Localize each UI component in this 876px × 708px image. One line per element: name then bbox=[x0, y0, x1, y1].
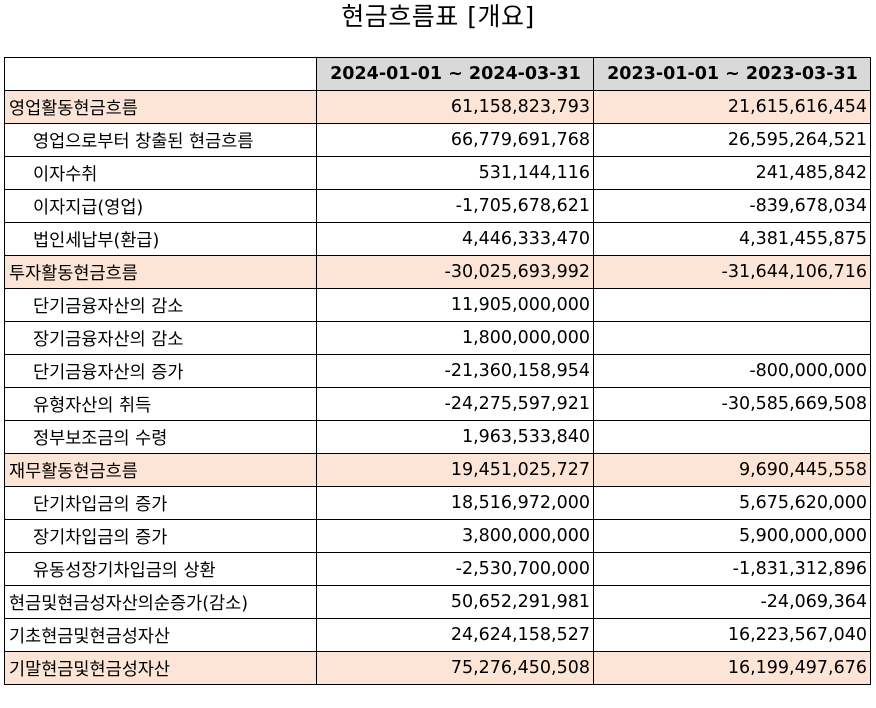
value-2024-q1: -24,275,597,921 bbox=[316, 387, 594, 421]
row-label: 재무활동현금흐름 bbox=[4, 453, 317, 487]
row-label: 이자지급(영업) bbox=[4, 189, 317, 223]
value-2023-q1: 16,199,497,676 bbox=[593, 651, 871, 685]
value-2024-q1: 11,905,000,000 bbox=[316, 288, 594, 322]
table-row: 투자활동현금흐름 -30,025,693,992 -31,644,106,716 bbox=[4, 255, 871, 289]
row-label: 기초현금및현금성자산 bbox=[4, 618, 317, 652]
value-2024-q1: 66,779,691,768 bbox=[316, 123, 594, 157]
row-label: 장기차입금의 증가 bbox=[4, 519, 317, 553]
value-2023-q1: 5,900,000,000 bbox=[593, 519, 871, 553]
header-period-2024: 2024-01-01 ~ 2024-03-31 bbox=[316, 57, 594, 91]
value-2023-q1: 26,595,264,521 bbox=[593, 123, 871, 157]
cash-flow-table: 2024-01-01 ~ 2024-03-31 2023-01-01 ~ 202… bbox=[4, 57, 871, 685]
table-row: 단기금융자산의 증가 -21,360,158,954 -800,000,000 bbox=[4, 354, 871, 388]
table-row: 단기금융자산의 감소 11,905,000,000 bbox=[4, 288, 871, 322]
value-2023-q1: 21,615,616,454 bbox=[593, 90, 871, 124]
table-header-row: 2024-01-01 ~ 2024-03-31 2023-01-01 ~ 202… bbox=[4, 57, 871, 91]
value-2023-q1: -839,678,034 bbox=[593, 189, 871, 223]
table-row: 법인세납부(환급) 4,446,333,470 4,381,455,875 bbox=[4, 222, 871, 256]
row-label: 단기금융자산의 증가 bbox=[4, 354, 317, 388]
table-row: 이자지급(영업) -1,705,678,621 -839,678,034 bbox=[4, 189, 871, 223]
table-row: 장기차입금의 증가 3,800,000,000 5,900,000,000 bbox=[4, 519, 871, 553]
value-2023-q1 bbox=[593, 288, 871, 322]
value-2024-q1: 50,652,291,981 bbox=[316, 585, 594, 619]
value-2024-q1: 4,446,333,470 bbox=[316, 222, 594, 256]
value-2024-q1: 24,624,158,527 bbox=[316, 618, 594, 652]
row-label: 현금및현금성자산의순증가(감소) bbox=[4, 585, 317, 619]
table-row: 장기금융자산의 감소 1,800,000,000 bbox=[4, 321, 871, 355]
page-title: 현금흐름표 [개요] bbox=[341, 2, 535, 31]
row-label: 단기금융자산의 감소 bbox=[4, 288, 317, 322]
header-period-2023: 2023-01-01 ~ 2023-03-31 bbox=[593, 57, 871, 91]
row-label: 영업으로부터 창출된 현금흐름 bbox=[4, 123, 317, 157]
value-2024-q1: 531,144,116 bbox=[316, 156, 594, 190]
table-row: 단기차입금의 증가 18,516,972,000 5,675,620,000 bbox=[4, 486, 871, 520]
table-row: 정부보조금의 수령 1,963,533,840 bbox=[4, 420, 871, 454]
value-2023-q1 bbox=[593, 420, 871, 454]
value-2023-q1: -1,831,312,896 bbox=[593, 552, 871, 586]
value-2024-q1: 75,276,450,508 bbox=[316, 651, 594, 685]
row-label: 영업활동현금흐름 bbox=[4, 90, 317, 124]
table-row: 기말현금및현금성자산 75,276,450,508 16,199,497,676 bbox=[4, 651, 871, 685]
table-row: 재무활동현금흐름 19,451,025,727 9,690,445,558 bbox=[4, 453, 871, 487]
value-2024-q1: 3,800,000,000 bbox=[316, 519, 594, 553]
row-label: 유형자산의 취득 bbox=[4, 387, 317, 421]
value-2023-q1: -24,069,364 bbox=[593, 585, 871, 619]
table-row: 기초현금및현금성자산 24,624,158,527 16,223,567,040 bbox=[4, 618, 871, 652]
table-row: 현금및현금성자산의순증가(감소) 50,652,291,981 -24,069,36… bbox=[4, 585, 871, 619]
row-label: 투자활동현금흐름 bbox=[4, 255, 317, 289]
value-2023-q1: 9,690,445,558 bbox=[593, 453, 871, 487]
table-body: 영업활동현금흐름 61,158,823,793 21,615,616,454 영업으로… bbox=[4, 90, 871, 685]
header-corner-cell bbox=[4, 57, 317, 91]
value-2024-q1: 1,963,533,840 bbox=[316, 420, 594, 454]
value-2023-q1: -30,585,669,508 bbox=[593, 387, 871, 421]
value-2024-q1: 61,158,823,793 bbox=[316, 90, 594, 124]
value-2023-q1: 4,381,455,875 bbox=[593, 222, 871, 256]
value-2024-q1: -2,530,700,000 bbox=[316, 552, 594, 586]
row-label: 법인세납부(환급) bbox=[4, 222, 317, 256]
row-label: 단기차입금의 증가 bbox=[4, 486, 317, 520]
row-label: 유동성장기차입금의 상환 bbox=[4, 552, 317, 586]
value-2023-q1: 241,485,842 bbox=[593, 156, 871, 190]
value-2023-q1: -800,000,000 bbox=[593, 354, 871, 388]
value-2023-q1 bbox=[593, 321, 871, 355]
value-2024-q1: -1,705,678,621 bbox=[316, 189, 594, 223]
value-2024-q1: 19,451,025,727 bbox=[316, 453, 594, 487]
row-label: 이자수취 bbox=[4, 156, 317, 190]
table-row: 이자수취 531,144,116 241,485,842 bbox=[4, 156, 871, 190]
value-2024-q1: 1,800,000,000 bbox=[316, 321, 594, 355]
table-row: 유동성장기차입금의 상환 -2,530,700,000 -1,831,312,896 bbox=[4, 552, 871, 586]
value-2024-q1: -21,360,158,954 bbox=[316, 354, 594, 388]
row-label: 장기금융자산의 감소 bbox=[4, 321, 317, 355]
row-label: 기말현금및현금성자산 bbox=[4, 651, 317, 685]
table-row: 영업으로부터 창출된 현금흐름 66,779,691,768 26,595,264,… bbox=[4, 123, 871, 157]
table-row: 유형자산의 취득 -24,275,597,921 -30,585,669,508 bbox=[4, 387, 871, 421]
value-2024-q1: -30,025,693,992 bbox=[316, 255, 594, 289]
row-label: 정부보조금의 수령 bbox=[4, 420, 317, 454]
value-2023-q1: 5,675,620,000 bbox=[593, 486, 871, 520]
value-2023-q1: 16,223,567,040 bbox=[593, 618, 871, 652]
value-2024-q1: 18,516,972,000 bbox=[316, 486, 594, 520]
value-2023-q1: -31,644,106,716 bbox=[593, 255, 871, 289]
table-row: 영업활동현금흐름 61,158,823,793 21,615,616,454 bbox=[4, 90, 871, 124]
